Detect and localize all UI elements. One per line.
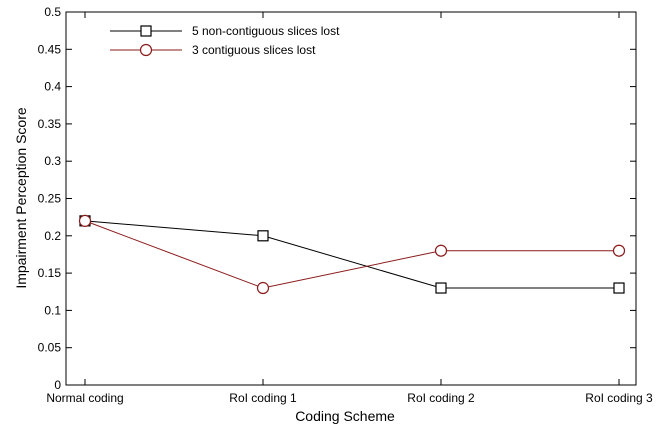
series-1-point — [257, 230, 269, 242]
legend-marker-2 — [139, 43, 153, 57]
y-axis: 0 0.05 0.1 0.15 0.2 0.25 0.3 0.35 0.4 0.45 0.5 — [38, 5, 636, 392]
y-tick-label: 0.2 — [44, 229, 61, 243]
y-tick-label: 0.4 — [44, 80, 61, 94]
y-tick-label: 0.25 — [38, 192, 62, 206]
legend: 5 non-contiguous slices lost 3 contiguous… — [110, 24, 340, 57]
series-2-point — [78, 214, 92, 227]
x-axis-title: Coding Scheme — [295, 408, 395, 424]
series-1-point — [435, 282, 447, 294]
series-2-point — [256, 281, 270, 295]
y-tick-label: 0.15 — [38, 266, 62, 280]
y-tick-label: 0.35 — [38, 117, 62, 131]
legend-label-2: 3 contiguous slices lost — [192, 43, 316, 57]
y-tick-label: 0.5 — [44, 5, 61, 19]
x-tick-label: RoI coding 2 — [407, 391, 475, 405]
plot-frame — [65, 11, 637, 386]
series-line-1 — [84, 220, 619, 289]
series-2-point — [434, 244, 448, 257]
x-tick-label: RoI coding 1 — [229, 391, 297, 405]
series-layer — [78, 214, 626, 295]
x-tick-label: Normal coding — [46, 391, 123, 405]
y-tick-label: 0.3 — [44, 154, 61, 168]
y-tick-label: 0.1 — [44, 303, 61, 317]
legend-marker-1 — [140, 25, 152, 37]
y-tick-label: 0 — [54, 378, 61, 392]
y-axis-title: Impairment Perception Score — [13, 107, 29, 289]
y-tick-label: 0.05 — [38, 341, 62, 355]
series-2-point — [612, 244, 626, 257]
series-line-2 — [84, 220, 619, 289]
x-tick-label: RoI coding 3 — [585, 391, 653, 405]
series-1-point — [613, 282, 625, 294]
x-axis: Normal coding RoI coding 1 RoI coding 2 RoI… — [46, 12, 653, 405]
y-tick-label: 0.45 — [38, 42, 62, 56]
legend-label-1: 5 non-contiguous slices lost — [192, 24, 340, 38]
